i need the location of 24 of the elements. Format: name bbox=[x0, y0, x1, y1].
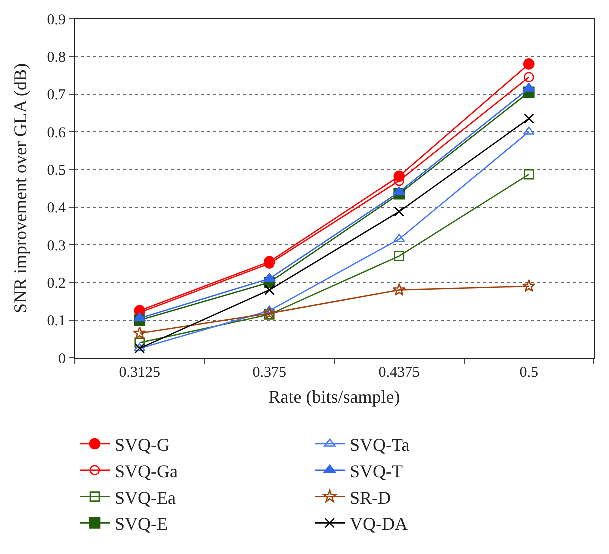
x-tick-label: 0.375 bbox=[252, 365, 287, 381]
y-tick-label: 0.4 bbox=[47, 200, 66, 217]
y-tick-label: 0.8 bbox=[47, 50, 66, 66]
x-axis-title: Rate (bits/sample) bbox=[268, 387, 400, 408]
y-tick-label: 0.5 bbox=[47, 162, 66, 179]
y-tick-label: 0.6 bbox=[47, 125, 66, 142]
legend-label: VQ-DA bbox=[350, 514, 408, 534]
x-tick-label: 0.5 bbox=[520, 365, 539, 381]
legend-label: SVQ-G bbox=[115, 435, 170, 456]
y-axis-title: SNR improvement over GLA (dB) bbox=[10, 64, 30, 314]
y-tick-label: 0.2 bbox=[47, 276, 66, 292]
legend-label: SVQ-E bbox=[115, 514, 168, 534]
x-tick-label: 0.3125 bbox=[119, 365, 161, 381]
legend-label: SVQ-Ea bbox=[115, 488, 176, 508]
y-tick-label: 0.7 bbox=[47, 88, 66, 104]
y-tick-label: 0.9 bbox=[47, 12, 66, 28]
y-tick-label: 0.3 bbox=[47, 238, 66, 254]
y-tick-label: 0.1 bbox=[47, 314, 66, 330]
y-tick-label: 0 bbox=[58, 351, 66, 368]
legend-label: SVQ-Ta bbox=[350, 435, 410, 456]
legend-label: SR-D bbox=[350, 488, 392, 508]
legend-label: SVQ-Ga bbox=[115, 461, 178, 482]
legend-label: SVQ-T bbox=[350, 461, 404, 482]
x-tick-label: 0.4375 bbox=[378, 365, 420, 381]
